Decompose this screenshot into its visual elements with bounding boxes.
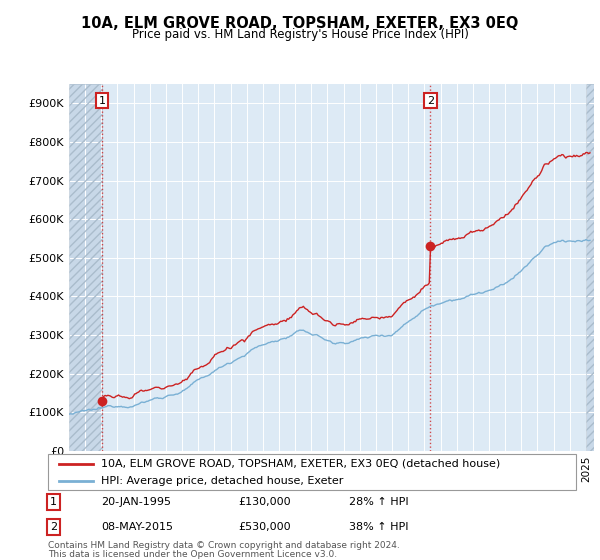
Text: 10A, ELM GROVE ROAD, TOPSHAM, EXETER, EX3 0EQ: 10A, ELM GROVE ROAD, TOPSHAM, EXETER, EX…: [82, 16, 518, 31]
FancyBboxPatch shape: [48, 454, 576, 490]
Bar: [586, 84, 594, 451]
Bar: [69, 84, 102, 451]
Text: 1: 1: [50, 497, 57, 507]
Text: 10A, ELM GROVE ROAD, TOPSHAM, EXETER, EX3 0EQ (detached house): 10A, ELM GROVE ROAD, TOPSHAM, EXETER, EX…: [101, 459, 500, 469]
Text: 38% ↑ HPI: 38% ↑ HPI: [349, 522, 409, 532]
Text: £130,000: £130,000: [238, 497, 291, 507]
Bar: [586, 84, 594, 451]
Text: 1: 1: [98, 96, 106, 105]
Text: Contains HM Land Registry data © Crown copyright and database right 2024.: Contains HM Land Registry data © Crown c…: [48, 541, 400, 550]
Text: 20-JAN-1995: 20-JAN-1995: [101, 497, 171, 507]
Text: This data is licensed under the Open Government Licence v3.0.: This data is licensed under the Open Gov…: [48, 550, 337, 559]
Text: HPI: Average price, detached house, Exeter: HPI: Average price, detached house, Exet…: [101, 476, 343, 486]
Text: £530,000: £530,000: [238, 522, 291, 532]
Bar: [69, 84, 102, 451]
Text: 2: 2: [427, 96, 434, 105]
Text: 2: 2: [50, 522, 57, 532]
Text: 28% ↑ HPI: 28% ↑ HPI: [349, 497, 409, 507]
Text: Price paid vs. HM Land Registry's House Price Index (HPI): Price paid vs. HM Land Registry's House …: [131, 28, 469, 41]
Text: 08-MAY-2015: 08-MAY-2015: [101, 522, 173, 532]
